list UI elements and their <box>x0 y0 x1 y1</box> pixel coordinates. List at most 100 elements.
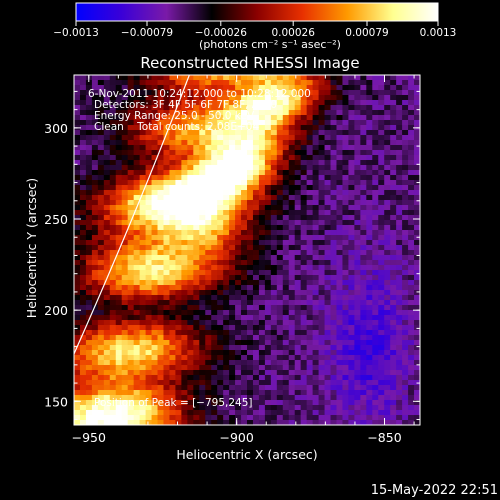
heatmap-cell <box>241 250 248 256</box>
heatmap-cell <box>300 230 308 236</box>
heatmap-cell <box>145 90 153 96</box>
heatmap-cell <box>85 175 93 181</box>
heatmap-cell <box>241 300 248 306</box>
heatmap-cell <box>342 380 350 386</box>
heatmap-cell <box>139 380 147 386</box>
heatmap-cell <box>223 360 230 366</box>
heatmap-cell <box>193 300 200 306</box>
heatmap-cell <box>139 200 147 206</box>
heatmap-cell <box>187 175 194 181</box>
heatmap-cell <box>193 130 200 136</box>
heatmap-cell <box>74 145 81 151</box>
heatmap-cell <box>74 350 81 356</box>
heatmap-cell <box>79 310 87 316</box>
heatmap-cell <box>241 180 248 186</box>
heatmap-cell <box>318 175 326 181</box>
heatmap-cell <box>300 225 308 231</box>
heatmap-cell <box>181 285 188 291</box>
heatmap-cell <box>336 340 344 346</box>
heatmap-cell <box>414 400 420 406</box>
heatmap-cell <box>229 335 236 341</box>
heatmap-cell <box>247 325 254 331</box>
colorbar-tick-label: −0.00026 <box>195 27 248 39</box>
heatmap-cell <box>414 410 420 416</box>
heatmap-cell <box>312 155 320 161</box>
heatmap-cell <box>145 185 153 191</box>
heatmap-cell <box>79 375 87 381</box>
heatmap-cell <box>330 145 338 151</box>
heatmap-cell <box>306 355 314 361</box>
heatmap-cell <box>336 370 344 376</box>
heatmap-cell <box>318 235 326 241</box>
heatmap-cell <box>300 290 308 296</box>
heatmap-cell <box>145 330 153 336</box>
heatmap-cell <box>294 225 302 231</box>
heatmap-cell <box>91 365 99 371</box>
heatmap-cell <box>79 315 87 321</box>
heatmap-cell <box>264 355 272 361</box>
heatmap-cell <box>318 340 326 346</box>
heatmap-cell <box>342 345 350 351</box>
heatmap-cell <box>151 90 159 96</box>
heatmap-cell <box>115 365 123 371</box>
heatmap-cell <box>384 310 391 316</box>
heatmap-cell <box>193 140 200 146</box>
heatmap-cell <box>354 285 361 291</box>
heatmap-cell <box>252 335 260 341</box>
heatmap-cell <box>121 265 129 271</box>
heatmap-cell <box>396 205 403 211</box>
heatmap-cell <box>282 200 290 206</box>
heatmap-cell <box>390 415 397 421</box>
heatmap-cell <box>402 360 409 366</box>
heatmap-cell <box>175 225 182 231</box>
heatmap-cell <box>133 360 141 366</box>
heatmap-cell <box>270 135 278 141</box>
heatmap-cell <box>312 405 320 411</box>
heatmap-cell <box>217 220 224 226</box>
heatmap-cell <box>109 395 117 401</box>
heatmap-cell <box>223 140 230 146</box>
heatmap-cell <box>306 125 314 131</box>
heatmap-cell <box>74 405 81 411</box>
heatmap-cell <box>121 315 129 321</box>
heatmap-cell <box>324 175 332 181</box>
heatmap-cell <box>366 400 373 406</box>
heatmap-cell <box>390 380 397 386</box>
heatmap-cell <box>241 190 248 196</box>
heatmap-cell <box>324 210 332 216</box>
heatmap-cell <box>157 375 165 381</box>
heatmap-cell <box>276 165 284 171</box>
heatmap-cell <box>276 225 284 231</box>
heatmap-cell <box>288 125 296 131</box>
heatmap-cell <box>127 200 135 206</box>
heatmap-cell <box>378 210 385 216</box>
heatmap-cell <box>109 320 117 326</box>
heatmap-cell <box>115 185 123 191</box>
heatmap-cell <box>74 365 81 371</box>
heatmap-cell <box>109 300 117 306</box>
heatmap-cell <box>264 295 272 301</box>
heatmap-cell <box>127 210 135 216</box>
heatmap-cell <box>79 420 87 425</box>
heatmap-cell <box>378 245 385 251</box>
heatmap-cell <box>91 115 99 121</box>
heatmap-cell <box>414 320 420 326</box>
heatmap-cell <box>163 380 171 386</box>
heatmap-cell <box>366 300 373 306</box>
y-tick-label: 300 <box>44 121 68 136</box>
heatmap-cell <box>223 370 230 376</box>
heatmap-cell <box>157 115 165 121</box>
heatmap-cell <box>193 75 200 81</box>
heatmap-cell <box>91 385 99 391</box>
heatmap-cell <box>121 350 129 356</box>
heatmap-cell <box>223 225 230 231</box>
heatmap-cell <box>354 180 361 186</box>
heatmap-cell <box>348 400 355 406</box>
heatmap-cell <box>229 245 236 251</box>
heatmap-cell <box>235 205 242 211</box>
heatmap-cell <box>74 140 81 146</box>
heatmap-cell <box>264 375 272 381</box>
heatmap-cell <box>402 410 409 416</box>
heatmap-cell <box>330 260 338 266</box>
heatmap-cell <box>79 325 87 331</box>
